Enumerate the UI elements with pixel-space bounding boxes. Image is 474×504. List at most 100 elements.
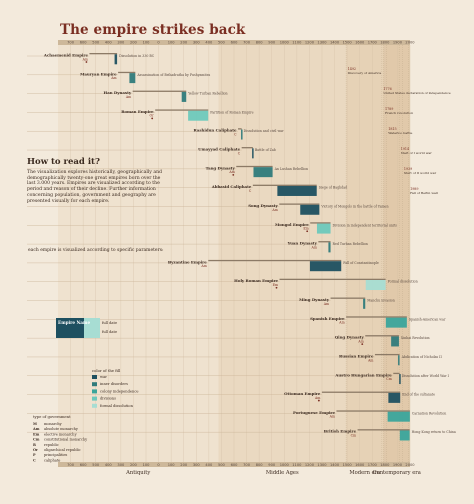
- empire-decline-note: Spanish-American war: [409, 317, 446, 321]
- empire-government: Am: [323, 302, 329, 306]
- empire-lifespan: [357, 429, 410, 431]
- bottom-tick-label: 1100: [292, 463, 302, 467]
- legend-gov-code: P: [33, 453, 36, 457]
- empire-government: Am: [228, 170, 234, 174]
- empire-decline: [391, 336, 399, 347]
- empire-decline: [181, 91, 187, 102]
- empire-decline-note: Red Turban Rebellion: [333, 242, 368, 246]
- top-tick-label: 1900: [393, 41, 403, 45]
- legend-color-label: inner disorders: [100, 382, 128, 386]
- top-tick-label: 700: [243, 41, 251, 45]
- empire-decline: [129, 73, 136, 84]
- event-year: 1914: [401, 147, 409, 151]
- empire-name: Qing Dynasty: [335, 335, 365, 340]
- top-tick-label: 1800: [380, 41, 390, 45]
- top-tick-label: 800: [256, 41, 264, 45]
- empire-decline-note: Dissolution in 330 BC: [119, 54, 155, 58]
- legend-color-swatch: [92, 375, 97, 379]
- top-tick-label: 400: [205, 41, 213, 45]
- bottom-tick-label: 300: [117, 463, 125, 467]
- bottom-tick-label: 1800: [380, 463, 390, 467]
- event-label: Waterloo battle: [388, 131, 412, 135]
- event-label: Start of II world war: [404, 171, 437, 175]
- empire-government: Am: [338, 321, 344, 325]
- era-label: Modern era: [349, 470, 380, 476]
- top-tick-label: 1700: [368, 41, 378, 45]
- top-tick-label: 200: [180, 41, 188, 45]
- era-label: Middle Ages: [266, 470, 299, 476]
- bottom-tick-label: 2000: [405, 463, 415, 467]
- empire-decline: [188, 110, 209, 121]
- empire-government: C: [249, 189, 252, 193]
- legend-empire-name: Empire Name: [58, 320, 90, 325]
- legend-color-label: colony independence: [100, 389, 139, 393]
- legend-gov-title: type of government: [33, 414, 71, 419]
- top-tick-label: 1500: [343, 41, 353, 45]
- empire-government: Cm: [351, 433, 356, 437]
- empire-government: Em: [273, 283, 278, 287]
- legend-gov-label: republic: [44, 443, 59, 447]
- top-tick-label: 900: [268, 41, 276, 45]
- bottom-tick-label: 100: [143, 463, 151, 467]
- empire-name: Byzantine Empire: [168, 259, 207, 264]
- empire-decline: [385, 317, 407, 328]
- legend-empire-box: [56, 318, 84, 338]
- era-label: Contemporary era: [373, 470, 421, 476]
- empire-decline-note: Abdication of Nicholas II: [401, 355, 443, 359]
- top-tick-label: 100: [168, 41, 176, 45]
- event-label: Start of I world war: [401, 151, 433, 155]
- legend-gov-label: monarchy: [44, 422, 62, 426]
- legend-color-label: divisions: [100, 397, 116, 401]
- empire-lifespan: [321, 391, 401, 393]
- empire-name: Rashidun Caliphate: [194, 128, 238, 133]
- empire-lifespan: [310, 222, 331, 224]
- empire-decline-note: Xinhai Revolution: [401, 336, 430, 340]
- empire-decline: [398, 355, 400, 366]
- top-tick-label: 1200: [305, 41, 315, 45]
- empire-lifespan: [241, 147, 253, 149]
- legend-color-title: color of the fill: [92, 368, 121, 373]
- legend-gov-code: Em: [33, 432, 40, 436]
- empire-government: Am: [110, 76, 116, 80]
- empire-lifespan: [208, 259, 342, 262]
- empire-decline-note: Hong Kong return to China: [412, 430, 456, 434]
- legend-color-swatch: [92, 403, 97, 408]
- event-label: Discovery of America: [348, 71, 382, 75]
- empire-lifespan: [336, 410, 410, 412]
- empire-decline: [309, 261, 342, 272]
- bottom-tick-label: 1900: [393, 463, 403, 467]
- bottom-tick-label: 600: [231, 463, 239, 467]
- empire-government: Am: [271, 208, 277, 212]
- legend-color-swatch: [92, 389, 97, 394]
- empire-decline: [388, 392, 401, 403]
- empire-government: Am: [200, 264, 206, 268]
- empire-name: Mongol Empire: [275, 222, 309, 227]
- bottom-tick-label: 200: [180, 463, 188, 467]
- legend-color-label: formal dissolution: [100, 404, 134, 408]
- empire-name: Russian Empire: [339, 353, 374, 358]
- top-tick-label: 500: [92, 41, 100, 45]
- top-tick-label: 300: [193, 41, 201, 45]
- empire-government: Am: [357, 339, 363, 343]
- empire-decline: [328, 242, 331, 253]
- legend-color-swatch: [92, 396, 97, 401]
- empire-name: Roman Empire: [121, 109, 154, 114]
- empire-marker: [317, 399, 320, 402]
- empire-lifespan: [252, 184, 317, 186]
- event-label: United States declaration of independenc…: [383, 91, 450, 95]
- empire-decline: [252, 148, 254, 159]
- empire-decline-note: Division in independent territorial unit…: [333, 223, 398, 227]
- empire-name: Mauryan Empire: [80, 71, 117, 76]
- empire-name: Song Dynasty: [248, 203, 278, 208]
- bottom-axis-bar: [58, 462, 410, 467]
- empire-name: Holy Roman Empire: [234, 278, 278, 283]
- empire-decline-note: Assassination of Brihadratha by Pushyami…: [136, 73, 210, 77]
- top-tick-label: 0: [157, 41, 160, 45]
- empire-name: Yuan Dynasty: [287, 241, 318, 246]
- empire-name: Ottoman Empire: [284, 391, 321, 396]
- legend-gov-label: elective monarchy: [44, 432, 77, 436]
- legend-gov-code: Or: [33, 448, 38, 452]
- empire-name: Spanish Empire: [310, 316, 345, 321]
- empire-decline: [316, 223, 331, 234]
- bottom-tick-label: 1500: [343, 463, 353, 467]
